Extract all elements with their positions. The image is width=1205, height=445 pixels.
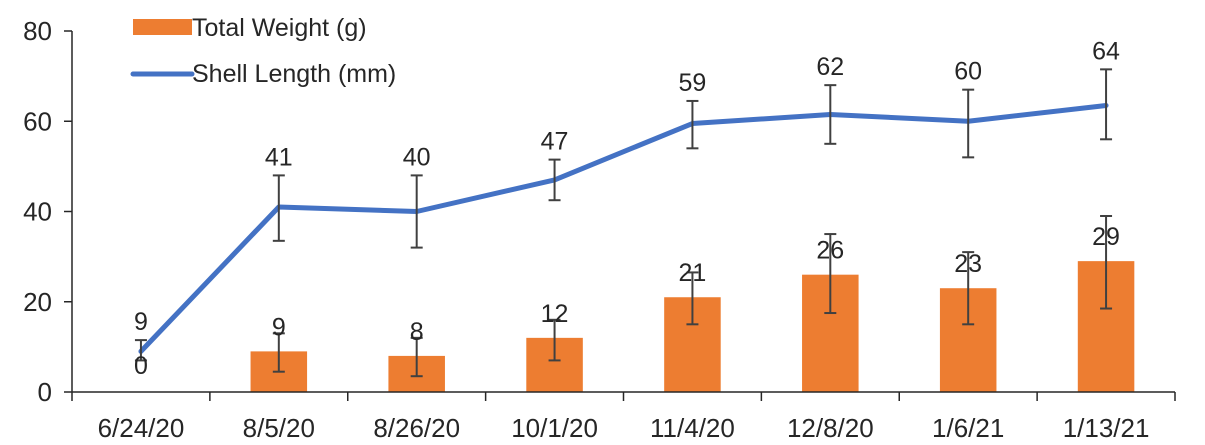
weight-data-label: 9 bbox=[272, 313, 286, 341]
y-tick-label: 40 bbox=[23, 197, 52, 227]
y-tick-label: 20 bbox=[23, 287, 52, 317]
length-data-label: 40 bbox=[403, 143, 431, 171]
x-tick-label: 1/6/21 bbox=[932, 413, 1004, 443]
legend-label-shell-length: Shell Length (mm) bbox=[192, 60, 396, 88]
weight-data-label: 12 bbox=[541, 300, 569, 328]
shell-length-line bbox=[138, 102, 1109, 354]
legend-label-total-weight: Total Weight (g) bbox=[192, 14, 367, 42]
weight-error-bar bbox=[410, 336, 423, 378]
x-tick-label: 8/26/20 bbox=[373, 413, 460, 443]
length-error-bar bbox=[1100, 68, 1113, 141]
x-tick-label: 12/8/20 bbox=[787, 413, 874, 443]
length-data-label: 62 bbox=[816, 53, 844, 81]
legend: Total Weight (g) Shell Length (mm) bbox=[130, 14, 396, 88]
weight-error-bar bbox=[272, 332, 285, 373]
data-labels: 0 9 8 12 21 26 23 29 9 41 40 47 59 62 60 64 bbox=[134, 37, 1120, 380]
length-error-bar bbox=[134, 339, 147, 362]
weight-error-bar bbox=[686, 271, 699, 326]
weight-error-bar bbox=[962, 251, 975, 326]
weight-data-label: 8 bbox=[410, 318, 424, 346]
length-error-bar bbox=[686, 99, 699, 150]
weight-error-bar bbox=[548, 318, 561, 362]
weight-error-bar bbox=[824, 233, 837, 315]
x-tick-label: 10/1/20 bbox=[511, 413, 598, 443]
weight-data-label: 21 bbox=[679, 259, 707, 287]
weight-data-label: 23 bbox=[954, 250, 982, 278]
weight-error-bar bbox=[1100, 215, 1113, 310]
length-error-bar bbox=[410, 174, 423, 249]
y-axis-ticks: 0 20 40 60 80 bbox=[23, 16, 72, 407]
legend-swatch-total-weight bbox=[133, 19, 192, 35]
length-data-label: 47 bbox=[541, 128, 569, 156]
y-tick-label: 60 bbox=[23, 106, 52, 136]
length-data-label: 9 bbox=[134, 308, 148, 336]
weight-data-label: 26 bbox=[816, 237, 844, 265]
length-data-label: 60 bbox=[954, 58, 982, 86]
x-tick-label: 6/24/20 bbox=[98, 413, 185, 443]
x-tick-label: 8/5/20 bbox=[243, 413, 315, 443]
length-error-bars bbox=[134, 68, 1113, 362]
length-data-label: 64 bbox=[1092, 37, 1120, 65]
length-error-bar bbox=[272, 174, 285, 242]
weight-error-bars bbox=[272, 215, 1113, 378]
length-data-label: 41 bbox=[265, 143, 293, 171]
x-tick-label: 11/4/20 bbox=[650, 413, 735, 443]
length-data-label: 59 bbox=[679, 69, 707, 97]
x-tick-label: 1/13/21 bbox=[1063, 413, 1150, 443]
length-error-bar bbox=[824, 84, 837, 145]
x-axis-ticks: 6/24/20 8/5/20 8/26/20 10/1/20 11/4/20 12/8/2… bbox=[71, 392, 1176, 443]
length-error-bar bbox=[962, 88, 975, 159]
weight-data-label: 29 bbox=[1092, 223, 1120, 251]
y-tick-label: 80 bbox=[23, 16, 52, 46]
length-error-bar bbox=[548, 158, 561, 202]
y-tick-label: 0 bbox=[38, 377, 52, 407]
weight-data-label: 0 bbox=[134, 352, 148, 380]
